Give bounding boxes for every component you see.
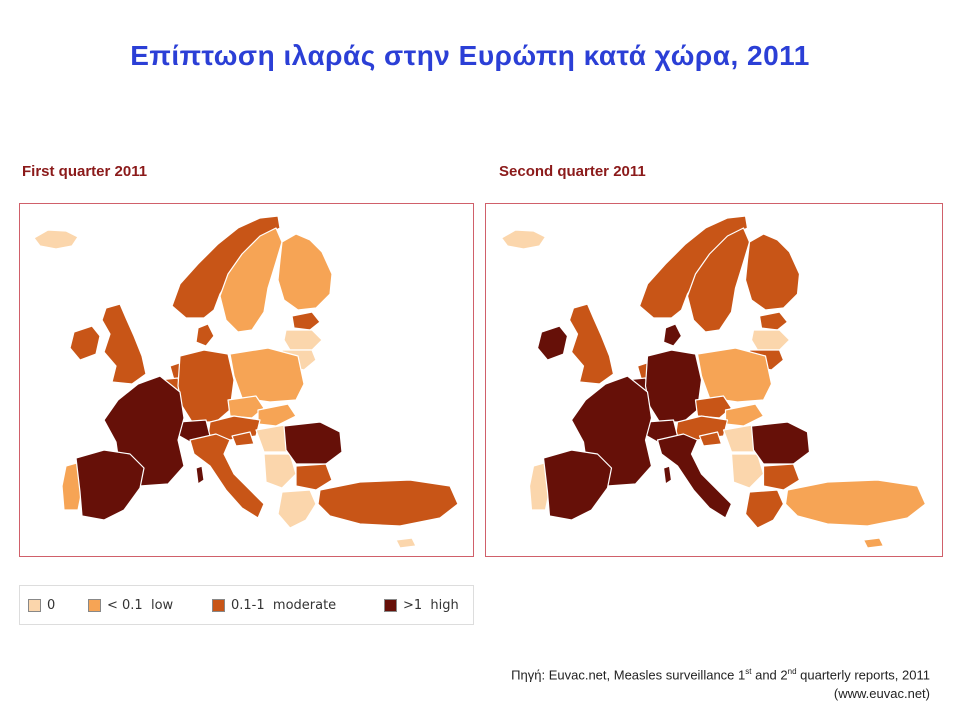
- source-text-c: quarterly reports, 2011: [796, 667, 930, 683]
- country-spain: [542, 449, 613, 521]
- source-sup-1: st: [745, 667, 752, 676]
- country-iceland: [500, 229, 547, 250]
- country-bulgaria: [295, 463, 333, 491]
- country-germany: [644, 349, 703, 423]
- country-finland: [744, 233, 801, 311]
- legend-item-zero: 0: [28, 598, 55, 613]
- legend-swatch-low: [88, 599, 101, 612]
- country-turkey: [784, 479, 927, 527]
- legend-swatch-high: [384, 599, 397, 612]
- country-denmark: [195, 323, 215, 347]
- country-sweden: [219, 227, 283, 333]
- country-finland: [277, 233, 333, 311]
- country-poland: [229, 347, 305, 403]
- source-note: Πηγή: Euvac.net, Measles surveillance 1s…: [511, 662, 930, 703]
- country-greece: [744, 489, 785, 529]
- country-estonia: [291, 311, 321, 331]
- map-q2: [485, 203, 943, 557]
- europe-map-q1: [33, 215, 459, 549]
- country-uk: [568, 303, 615, 385]
- country-ireland: [69, 325, 101, 361]
- country-greece: [277, 489, 317, 529]
- europe-map-q2: [500, 215, 927, 549]
- country-uk: [101, 303, 147, 385]
- country-cyprus: [862, 537, 885, 549]
- country-italy: [189, 433, 265, 519]
- legend-label-high: >1 high: [403, 598, 459, 613]
- country-latvia: [283, 329, 323, 351]
- country-estonia: [758, 311, 789, 331]
- map-label-q1: First quarter 2011: [22, 163, 148, 180]
- country-slovenia: [698, 431, 723, 447]
- map-q1: [19, 203, 474, 557]
- country-spain: [75, 449, 145, 521]
- map-label-q2: Second quarter 2011: [499, 163, 646, 180]
- legend-swatch-moderate: [212, 599, 225, 612]
- country-ireland: [536, 325, 569, 361]
- source-text-b: and 2: [751, 667, 788, 683]
- country-denmark: [662, 323, 683, 347]
- source-sup-2: nd: [787, 667, 797, 676]
- legend-swatch-zero: [28, 599, 41, 612]
- country-slovenia: [231, 431, 255, 447]
- country-corsica: [662, 465, 673, 485]
- country-bulgaria: [762, 463, 801, 491]
- source-line-2: (www.euvac.net): [833, 686, 930, 702]
- country-iceland: [33, 229, 79, 250]
- country-cyprus: [395, 537, 417, 549]
- page-title: Επίπτωση ιλαράς στην Ευρώπη κατά χώρα, 2…: [130, 40, 810, 71]
- country-romania: [283, 421, 343, 465]
- legend-item-high: >1 high: [384, 598, 459, 613]
- map-legend: 0 < 0.1 low 0.1-1 moderate >1 high: [19, 585, 474, 625]
- country-romania: [750, 421, 811, 465]
- country-corsica: [195, 465, 205, 485]
- country-sweden: [686, 227, 751, 333]
- legend-label-low: < 0.1 low: [107, 598, 174, 613]
- country-italy: [656, 433, 733, 519]
- legend-item-moderate: 0.1-1 moderate: [212, 598, 336, 613]
- country-germany: [177, 349, 235, 423]
- country-latvia: [750, 329, 791, 351]
- legend-item-low: < 0.1 low: [88, 598, 173, 613]
- country-turkey: [317, 479, 459, 527]
- country-serbia: [730, 453, 765, 489]
- source-text-a: Πηγή: Euvac.net, Measles surveillance 1: [511, 667, 746, 683]
- legend-label-zero: 0: [47, 598, 56, 613]
- source-line-1: Πηγή: Euvac.net, Measles surveillance 1s…: [511, 662, 930, 684]
- country-serbia: [263, 453, 297, 489]
- country-poland: [696, 347, 773, 403]
- legend-label-moderate: 0.1-1 moderate: [231, 598, 337, 613]
